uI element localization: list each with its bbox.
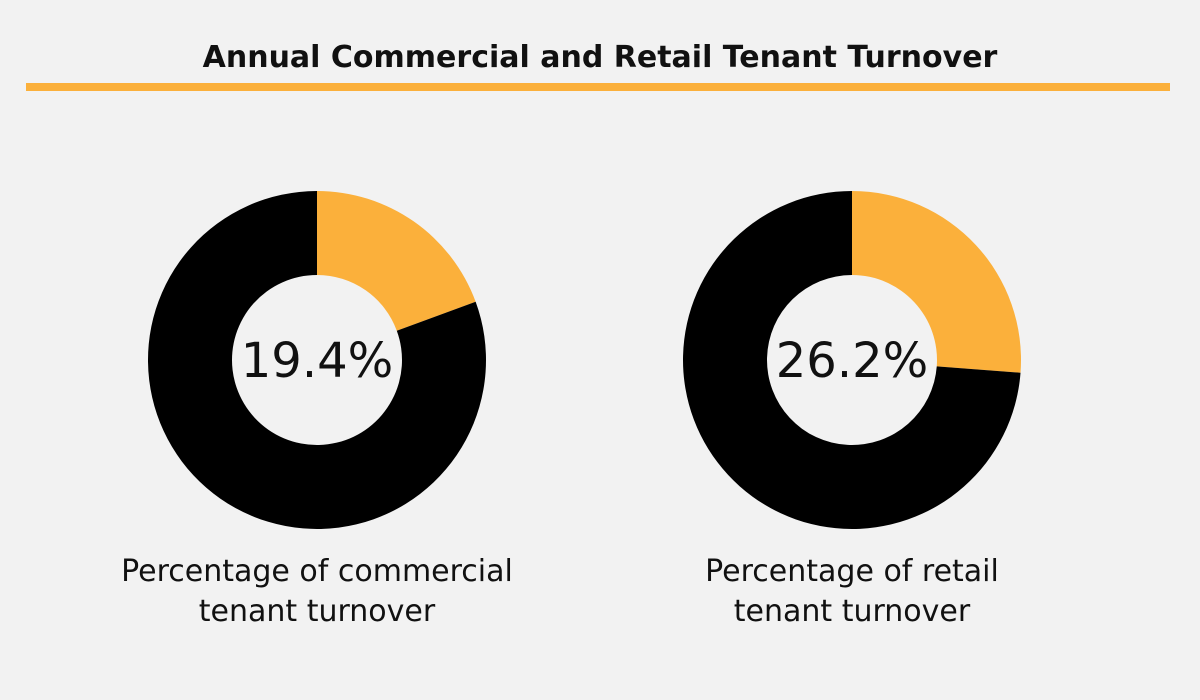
commercial-slice-turnover [317,191,476,331]
retail-caption: Percentage of retail tenant turnover [592,552,1112,632]
commercial-turnover-donut: 19.4% [147,190,487,530]
commercial-donut-svg: 19.4% [148,191,487,529]
retail-donut-svg: 26.2% [683,191,1021,529]
retail-slice-remainder [683,191,1021,529]
retail-caption-line-1: Percentage of retail [705,554,999,589]
retail-slice-turnover [852,191,1021,373]
commercial-caption-line-1: Percentage of commercial [121,554,513,589]
retail-caption-line-2: tenant turnover [733,594,971,629]
commercial-caption: Percentage of commercial tenant turnover [57,552,577,632]
title-underline [26,83,1170,91]
commercial-caption-line-2: tenant turnover [198,594,436,629]
retail-center-value: 26.2% [776,333,928,389]
commercial-slice-remainder [148,191,487,529]
commercial-center-value: 19.4% [241,333,393,389]
retail-turnover-donut: 26.2% [682,190,1022,530]
chart-title: Annual Commercial and Retail Tenant Turn… [202,40,998,75]
